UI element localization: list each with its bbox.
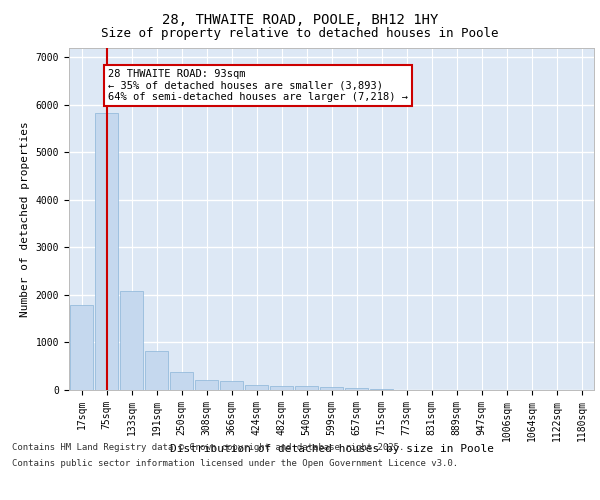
Bar [195, 380, 218, 390]
Bar [70, 306, 93, 390]
Bar [95, 113, 118, 390]
Bar [295, 386, 318, 390]
Text: Size of property relative to detached houses in Poole: Size of property relative to detached ho… [101, 28, 499, 40]
Bar [320, 388, 343, 390]
Bar [170, 372, 193, 390]
Text: Contains public sector information licensed under the Open Government Licence v3: Contains public sector information licen… [12, 459, 458, 468]
X-axis label: Distribution of detached houses by size in Poole: Distribution of detached houses by size … [170, 444, 493, 454]
Y-axis label: Number of detached properties: Number of detached properties [20, 121, 30, 316]
Bar [370, 389, 393, 390]
Text: 28, THWAITE ROAD, POOLE, BH12 1HY: 28, THWAITE ROAD, POOLE, BH12 1HY [162, 12, 438, 26]
Text: 28 THWAITE ROAD: 93sqm
← 35% of detached houses are smaller (3,893)
64% of semi-: 28 THWAITE ROAD: 93sqm ← 35% of detached… [108, 69, 408, 102]
Bar [220, 381, 243, 390]
Text: Contains HM Land Registry data © Crown copyright and database right 2025.: Contains HM Land Registry data © Crown c… [12, 442, 404, 452]
Bar [120, 290, 143, 390]
Bar [145, 351, 168, 390]
Bar [245, 384, 268, 390]
Bar [345, 388, 368, 390]
Bar [270, 386, 293, 390]
